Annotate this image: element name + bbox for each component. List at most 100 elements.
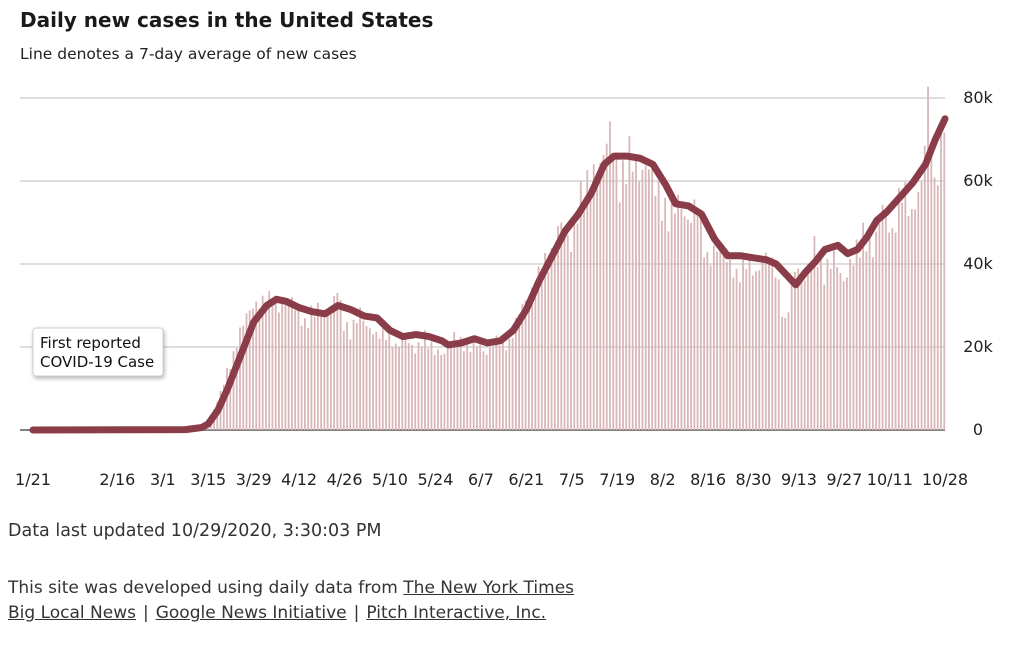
big-local-news-link[interactable]: Big Local News xyxy=(8,603,136,623)
daily-case-bar xyxy=(352,319,355,430)
daily-case-bar xyxy=(446,347,449,430)
daily-case-bar xyxy=(933,177,936,430)
daily-case-bar xyxy=(566,235,569,430)
daily-case-bar xyxy=(732,277,735,430)
google-news-initiative-link[interactable]: Google News Initiative xyxy=(155,603,347,623)
daily-case-bar xyxy=(398,347,400,430)
daily-case-bar xyxy=(563,228,566,430)
nyt-link[interactable]: The New York Times xyxy=(403,578,575,598)
daily-case-bar xyxy=(609,121,611,430)
daily-case-bar xyxy=(794,271,796,430)
daily-case-bar xyxy=(381,327,384,430)
daily-case-bar xyxy=(586,170,589,430)
daily-case-bar xyxy=(596,178,598,430)
annotation-line-1: First reported xyxy=(40,334,141,352)
daily-case-bar xyxy=(635,158,637,430)
daily-case-bar xyxy=(894,232,897,430)
footer-prefix: This site was developed using daily data… xyxy=(8,578,404,598)
daily-case-bar xyxy=(394,343,397,430)
daily-case-bar xyxy=(800,274,803,430)
daily-case-bar xyxy=(560,222,563,430)
daily-case-bar xyxy=(437,349,439,430)
y-tick-label: 0 xyxy=(973,420,983,439)
x-tick-label: 7/5 xyxy=(559,470,585,489)
daily-case-bar xyxy=(472,340,475,430)
daily-case-bar xyxy=(482,351,485,430)
daily-case-bar xyxy=(404,339,407,430)
annotation-box xyxy=(32,327,164,377)
daily-case-bar xyxy=(940,121,942,430)
x-tick-label: 10/11 xyxy=(867,470,913,489)
daily-case-bar xyxy=(787,312,790,430)
daily-case-bar xyxy=(521,304,524,430)
pitch-interactive-link[interactable]: Pitch Interactive, Inc. xyxy=(366,603,547,623)
daily-case-bar xyxy=(813,235,816,430)
daily-case-bar xyxy=(842,281,845,430)
daily-case-bar xyxy=(823,284,826,430)
daily-case-bar xyxy=(313,316,316,430)
daily-case-bar xyxy=(537,266,540,430)
daily-case-bar xyxy=(291,297,293,430)
daily-case-bar xyxy=(489,347,491,430)
daily-case-bar xyxy=(304,318,306,430)
daily-case-bar xyxy=(891,228,894,430)
daily-case-bar xyxy=(690,222,693,430)
separator: | xyxy=(353,603,360,623)
daily-case-bar xyxy=(901,202,903,430)
daily-case-bar xyxy=(602,155,605,430)
daily-case-bar xyxy=(755,271,757,430)
daily-case-bar xyxy=(858,257,861,430)
daily-case-bars xyxy=(167,86,946,431)
daily-case-bar xyxy=(284,304,287,430)
daily-case-bar xyxy=(839,272,842,430)
daily-case-bar xyxy=(252,308,254,430)
daily-case-bar xyxy=(745,269,748,430)
daily-case-bar xyxy=(226,367,228,430)
daily-case-bar xyxy=(781,316,783,430)
daily-case-bar xyxy=(771,257,774,430)
daily-case-bar xyxy=(372,334,374,430)
daily-case-bar xyxy=(401,339,404,430)
daily-case-bar xyxy=(680,208,683,430)
daily-case-bar xyxy=(287,300,290,430)
daily-case-bar xyxy=(339,300,342,430)
daily-case-bar xyxy=(667,231,670,430)
daily-case-bar xyxy=(673,213,676,430)
daily-case-bar xyxy=(622,160,624,430)
daily-case-bar xyxy=(514,317,517,430)
daily-case-bar xyxy=(790,280,793,430)
x-tick-label: 5/10 xyxy=(372,470,408,489)
daily-case-bar xyxy=(719,249,722,430)
daily-case-bar xyxy=(501,336,504,430)
daily-case-bar xyxy=(722,254,725,430)
daily-case-bar xyxy=(414,353,417,430)
x-tick-label: 7/19 xyxy=(599,470,635,489)
daily-case-bar xyxy=(742,254,744,430)
daily-case-bar xyxy=(466,342,469,430)
daily-case-bar xyxy=(884,209,887,430)
daily-case-bar xyxy=(927,86,929,430)
daily-case-bar xyxy=(297,310,300,430)
daily-case-bar xyxy=(261,295,264,430)
daily-case-bar xyxy=(657,181,660,430)
daily-case-bar xyxy=(527,297,530,430)
daily-case-bar xyxy=(463,351,465,430)
daily-case-bar xyxy=(359,307,361,430)
daily-case-bar xyxy=(511,338,514,430)
x-tick-label: 9/13 xyxy=(781,470,817,489)
daily-case-bar xyxy=(362,320,365,430)
daily-case-bar xyxy=(661,220,663,430)
daily-case-bar xyxy=(810,262,813,430)
daily-case-bar xyxy=(703,257,705,430)
daily-case-bar xyxy=(579,181,582,430)
daily-case-bar xyxy=(670,202,673,430)
daily-case-bar xyxy=(638,180,641,430)
daily-case-bar xyxy=(222,384,225,430)
daily-case-bar xyxy=(323,316,326,430)
daily-case-bar xyxy=(605,143,608,430)
daily-case-bar xyxy=(492,346,495,430)
daily-case-bar xyxy=(388,331,391,430)
footer-line-1: This site was developed using daily data… xyxy=(8,576,574,601)
daily-case-bar xyxy=(540,276,543,430)
x-tick-label: 3/15 xyxy=(190,470,226,489)
